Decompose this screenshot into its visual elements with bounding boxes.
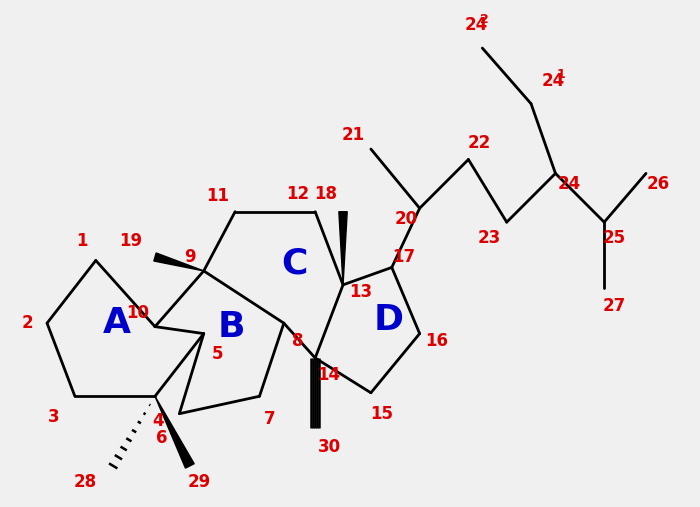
Text: 25: 25 (603, 229, 626, 247)
Polygon shape (154, 253, 204, 271)
Text: 20: 20 (394, 210, 417, 228)
Text: 22: 22 (467, 134, 491, 153)
Text: 8: 8 (292, 332, 304, 349)
Text: 28: 28 (74, 473, 97, 491)
Polygon shape (155, 396, 194, 468)
Text: 4: 4 (153, 412, 164, 429)
Text: 13: 13 (349, 283, 372, 301)
Text: 24: 24 (558, 175, 581, 193)
Text: 2: 2 (22, 314, 34, 332)
Text: D: D (373, 303, 403, 337)
Text: 17: 17 (392, 248, 415, 266)
Text: 23: 23 (477, 229, 501, 247)
Text: 18: 18 (314, 185, 337, 203)
Text: C: C (281, 247, 307, 281)
Text: 29: 29 (187, 473, 211, 491)
Text: A: A (103, 306, 131, 340)
Polygon shape (339, 212, 347, 285)
Text: 16: 16 (426, 332, 449, 349)
Text: 1: 1 (76, 232, 88, 250)
Text: 3: 3 (48, 408, 60, 426)
Text: 5: 5 (212, 345, 223, 364)
Text: 12: 12 (286, 185, 309, 203)
Text: 24: 24 (465, 16, 488, 34)
Text: 30: 30 (318, 438, 341, 456)
Text: 15: 15 (370, 405, 393, 423)
Text: 26: 26 (647, 175, 670, 193)
Text: 7: 7 (264, 410, 276, 428)
Text: 10: 10 (126, 304, 149, 322)
Text: 21: 21 (342, 126, 365, 144)
Text: 14: 14 (318, 367, 341, 384)
Text: 27: 27 (603, 297, 627, 315)
Text: B: B (218, 310, 246, 344)
Text: 19: 19 (119, 232, 142, 250)
Text: 11: 11 (206, 188, 229, 205)
Text: 1: 1 (556, 68, 566, 82)
Text: 6: 6 (156, 429, 168, 447)
Text: 24: 24 (542, 72, 565, 90)
Text: 2: 2 (480, 13, 489, 26)
Text: 9: 9 (184, 248, 195, 266)
